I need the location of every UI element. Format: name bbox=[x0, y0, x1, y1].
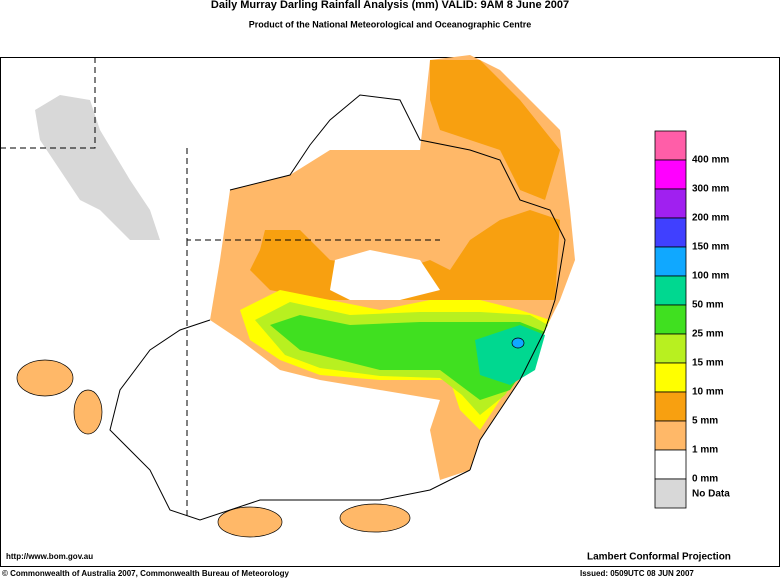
legend-label: 200 mm bbox=[692, 213, 729, 224]
legend-swatch bbox=[654, 391, 687, 422]
legend-label: 1 mm bbox=[692, 445, 718, 456]
legend-swatch bbox=[654, 304, 687, 335]
legend-swatch bbox=[654, 159, 687, 190]
legend: 400 mm 300 mm 200 mm 150 mm 100 mm 50 mm 25 mm… bbox=[654, 130, 730, 509]
legend-swatch bbox=[654, 420, 687, 451]
legend-swatch bbox=[654, 246, 687, 277]
legend-swatch bbox=[654, 362, 687, 393]
legend-swatch bbox=[654, 188, 687, 219]
legend-label: 25 mm bbox=[692, 329, 724, 340]
source-url: http://www.bom.gov.au bbox=[6, 552, 93, 561]
legend-label: 400 mm bbox=[692, 155, 729, 166]
legend-label: 10 mm bbox=[692, 387, 724, 398]
legend-label: 300 mm bbox=[692, 184, 729, 195]
legend-label: 0 mm bbox=[692, 474, 718, 485]
legend-label: 50 mm bbox=[692, 300, 724, 311]
legend-swatch bbox=[654, 130, 687, 161]
legend-label: 100 mm bbox=[692, 271, 729, 282]
legend-swatch bbox=[654, 449, 687, 480]
map bbox=[0, 55, 575, 538]
title: Daily Murray Darling Rainfall Analysis (… bbox=[211, 0, 569, 11]
copyright: © Commonwealth of Australia 2007, Common… bbox=[2, 569, 290, 578]
projection: Lambert Conformal Projection bbox=[587, 552, 731, 563]
legend-swatch bbox=[654, 217, 687, 248]
legend-label: No Data bbox=[692, 489, 730, 500]
legend-label: 150 mm bbox=[692, 242, 729, 253]
subtitle: Product of the National Meteorological a… bbox=[249, 19, 532, 29]
issued: Issued: 0509UTC 08 JUN 2007 bbox=[580, 569, 694, 578]
legend-label: 5 mm bbox=[692, 416, 718, 427]
legend-swatch bbox=[654, 478, 687, 509]
legend-swatch bbox=[654, 275, 687, 306]
legend-label: 15 mm bbox=[692, 358, 724, 369]
legend-swatch bbox=[654, 333, 687, 364]
